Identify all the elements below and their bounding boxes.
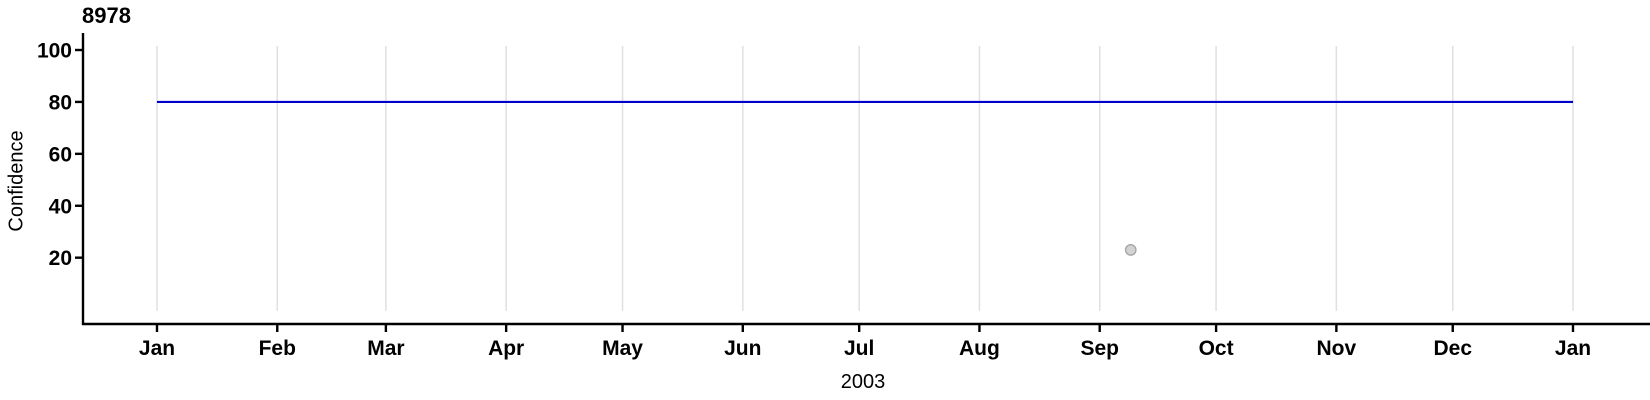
x-tick-label: Dec: [1433, 337, 1472, 360]
x-tick-label: Jan: [139, 337, 175, 360]
y-tick-label: 40: [49, 195, 72, 218]
x-tick-label: May: [602, 337, 643, 360]
y-axis-title: Confidence: [5, 130, 28, 232]
x-tick-label: Apr: [488, 337, 524, 360]
x-tick-label: Jun: [724, 337, 761, 360]
x-tick-label: Oct: [1199, 337, 1234, 360]
y-tick-label: 20: [49, 247, 72, 270]
chart-title: 8978: [82, 3, 131, 28]
data-point: [1124, 243, 1137, 256]
x-tick-label: Nov: [1317, 337, 1357, 360]
x-tick-label: Jan: [1555, 337, 1591, 360]
x-tick-label: Feb: [259, 337, 296, 360]
y-tick-label: 100: [37, 40, 72, 63]
y-tick-label: 60: [49, 143, 72, 166]
x-axis-title: 2003: [840, 371, 886, 393]
x-tick-label: Aug: [959, 337, 1000, 360]
x-tick-label: Jul: [844, 337, 874, 360]
y-tick-label: 80: [49, 91, 72, 114]
x-tick-label: Mar: [367, 337, 404, 360]
x-tick-label: Sep: [1080, 337, 1119, 360]
